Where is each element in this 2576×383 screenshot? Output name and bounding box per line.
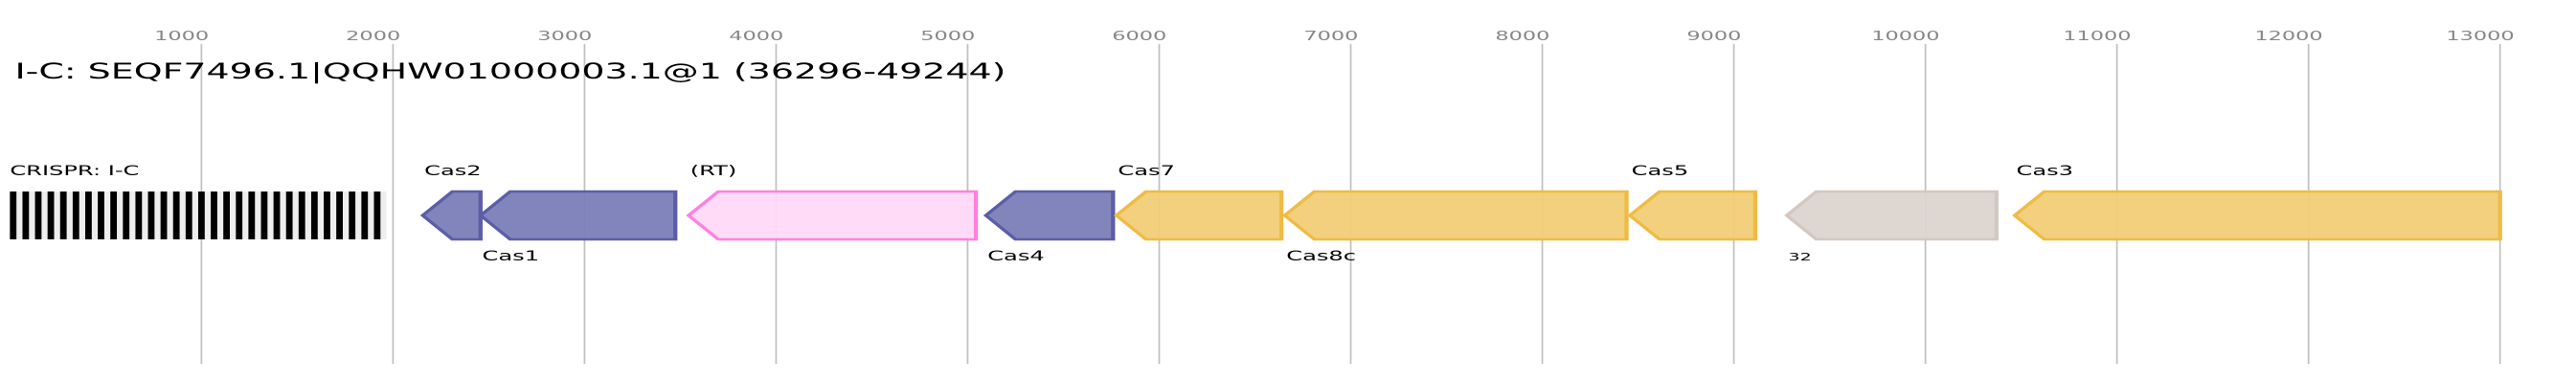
crispr-repeat xyxy=(310,192,318,239)
crispr-repeat xyxy=(336,192,343,239)
crispr-repeat xyxy=(110,192,118,239)
gene-label: Cas1 xyxy=(483,248,540,263)
crispr-repeat xyxy=(248,192,256,239)
gene-label: Cas7 xyxy=(1118,163,1175,178)
gene-label: (RT) xyxy=(690,163,737,178)
gene-cas7[interactable]: Cas7 xyxy=(1114,163,1284,241)
crispr-label: CRISPR: I-C xyxy=(10,163,139,178)
crispr-repeat xyxy=(59,192,67,239)
crispr-repeat xyxy=(260,192,268,239)
tick-label: 5000 xyxy=(920,30,975,44)
crispr-repeat xyxy=(349,192,356,239)
tick-label: 2000 xyxy=(346,30,400,44)
crispr-array: CRISPR: I-C xyxy=(10,163,387,239)
gene-label: Cas2 xyxy=(424,163,482,178)
tick-label: 6000 xyxy=(1112,30,1166,44)
gene-cas3[interactable]: Cas3 xyxy=(2012,163,2502,241)
gene-rt[interactable]: (RT) xyxy=(686,163,979,241)
tick-label: 13000 xyxy=(2446,30,2514,44)
tick-label: 1000 xyxy=(154,30,209,44)
tick-label: 4000 xyxy=(729,30,783,44)
gene-arrow[interactable] xyxy=(478,190,678,241)
locus-title: I-C: SEQF7496.1|QQHW01000003.1@1 (36296-… xyxy=(15,59,1006,84)
crispr-repeat xyxy=(273,192,281,239)
crispr-repeat xyxy=(147,192,155,239)
tick-label: 11000 xyxy=(2063,30,2131,44)
gene-arrow[interactable] xyxy=(419,190,483,241)
gene-arrow[interactable] xyxy=(1114,190,1284,241)
crispr-repeat xyxy=(98,192,104,239)
crispr-repeat xyxy=(160,192,168,239)
gene-arrow[interactable] xyxy=(983,190,1116,241)
crispr-repeat xyxy=(236,192,243,239)
gene-cas2[interactable]: Cas2 xyxy=(419,163,483,241)
crispr-repeat xyxy=(10,192,17,239)
crispr-repeat xyxy=(197,192,205,239)
gene-arrow[interactable] xyxy=(686,190,979,241)
crispr-repeat xyxy=(298,192,305,239)
crispr-repeat xyxy=(47,192,55,239)
crispr-repeat xyxy=(211,192,217,239)
crispr-repeat xyxy=(34,192,42,239)
gene-label: Cas5 xyxy=(1632,163,1689,178)
crispr-repeat xyxy=(22,192,30,239)
crispr-repeat xyxy=(135,192,143,239)
genes: Cas2 Cas1 (RT) Cas4 Cas7 Cas8c Cas5 32 Cas3 xyxy=(419,163,2502,264)
gene-arrow[interactable] xyxy=(1784,190,1999,241)
gene-cas8c[interactable]: Cas8c xyxy=(1281,190,1629,264)
gene-label: Cas4 xyxy=(987,248,1045,263)
gene-label: Cas3 xyxy=(2017,163,2074,178)
gene-32[interactable]: 32 xyxy=(1784,190,1999,263)
crispr-repeat xyxy=(72,192,79,239)
tick-label: 9000 xyxy=(1686,30,1741,44)
tick-label: 12000 xyxy=(2254,30,2322,44)
crispr-repeat xyxy=(123,192,130,239)
gene-label: Cas8c xyxy=(1286,248,1356,263)
gene-cas4[interactable]: Cas4 xyxy=(983,190,1116,264)
crispr-repeat xyxy=(185,192,192,239)
crispr-repeat xyxy=(223,192,231,239)
tick-label: 8000 xyxy=(1495,30,1549,44)
tick-label: 10000 xyxy=(1871,30,1939,44)
crispr-repeat xyxy=(172,192,180,239)
tick-label: 3000 xyxy=(537,30,592,44)
crispr-repeat xyxy=(373,192,381,239)
gene-arrow[interactable] xyxy=(1281,190,1629,241)
gene-label: 32 xyxy=(1789,251,1812,263)
gene-cas5[interactable]: Cas5 xyxy=(1627,163,1758,241)
gene-arrow[interactable] xyxy=(2012,190,2502,241)
tick-label: 7000 xyxy=(1303,30,1358,44)
gene-cas1[interactable]: Cas1 xyxy=(478,190,678,264)
crispr-repeat xyxy=(285,192,293,239)
crispr-repeat xyxy=(324,192,330,239)
gene-arrow[interactable] xyxy=(1627,190,1758,241)
crispr-repeat xyxy=(84,192,92,239)
crispr-repeat xyxy=(361,192,369,239)
